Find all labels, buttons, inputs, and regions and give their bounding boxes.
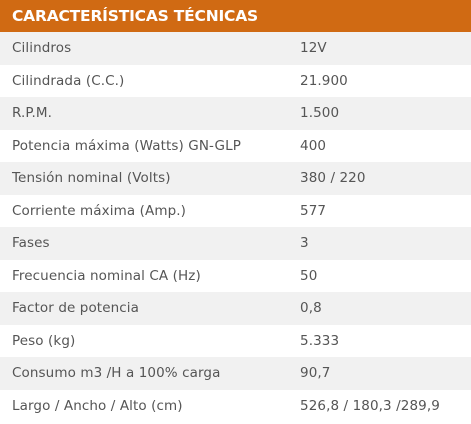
row-value: 380 / 220 <box>300 170 366 187</box>
table-row: Potencia máxima (Watts) GN-GLP 400 <box>0 129 471 162</box>
table-row: Cilindros 12V <box>0 32 471 65</box>
row-label: Largo / Ancho / Alto (cm) <box>12 397 183 414</box>
row-label: Consumo m3 /H a 100% carga <box>12 365 221 382</box>
row-label: Frecuencia nominal CA (Hz) <box>12 267 201 284</box>
row-label: Tensión nominal (Volts) <box>12 170 171 187</box>
table-row: Cilindrada (C.C.) 21.900 <box>0 64 471 97</box>
table-row: R.P.M. 1.500 <box>0 97 471 130</box>
row-label: Factor de potencia <box>12 300 140 317</box>
row-value: 400 <box>300 137 327 154</box>
row-label: Corriente máxima (Amp.) <box>12 202 187 219</box>
row-value: 3 <box>300 235 309 252</box>
row-label: Peso (kg) <box>12 332 76 349</box>
row-label: Cilindros <box>12 40 72 57</box>
table-row: Consumo m3 /H a 100% carga 90,7 <box>0 357 471 390</box>
spec-table-title: CARACTERÍSTICAS TÉCNICAS <box>0 0 471 32</box>
row-label: Fases <box>12 235 50 252</box>
spec-rows: Cilindros 12V Cilindrada (C.C.) 21.900 R… <box>0 32 471 422</box>
row-value: 90,7 <box>300 365 331 382</box>
row-value: 526,8 / 180,3 /289,9 <box>300 397 440 414</box>
row-value: 21.900 <box>300 72 348 89</box>
table-row: Corriente máxima (Amp.) 577 <box>0 194 471 227</box>
table-row: Peso (kg) 5.333 <box>0 324 471 357</box>
row-value: 577 <box>300 202 327 219</box>
row-label: Cilindrada (C.C.) <box>12 72 125 89</box>
row-label: Potencia máxima (Watts) GN-GLP <box>12 137 241 154</box>
table-row: Factor de potencia 0,8 <box>0 292 471 325</box>
row-value: 0,8 <box>300 300 322 317</box>
table-row: Fases 3 <box>0 227 471 260</box>
row-label: R.P.M. <box>12 105 53 122</box>
row-value: 1.500 <box>300 105 340 122</box>
table-row: Largo / Ancho / Alto (cm) 526,8 / 180,3 … <box>0 389 471 422</box>
row-value: 50 <box>300 267 318 284</box>
table-row: Tensión nominal (Volts) 380 / 220 <box>0 162 471 195</box>
row-value: 12V <box>300 40 327 57</box>
table-row: Frecuencia nominal CA (Hz) 50 <box>0 259 471 292</box>
row-value: 5.333 <box>300 332 340 349</box>
